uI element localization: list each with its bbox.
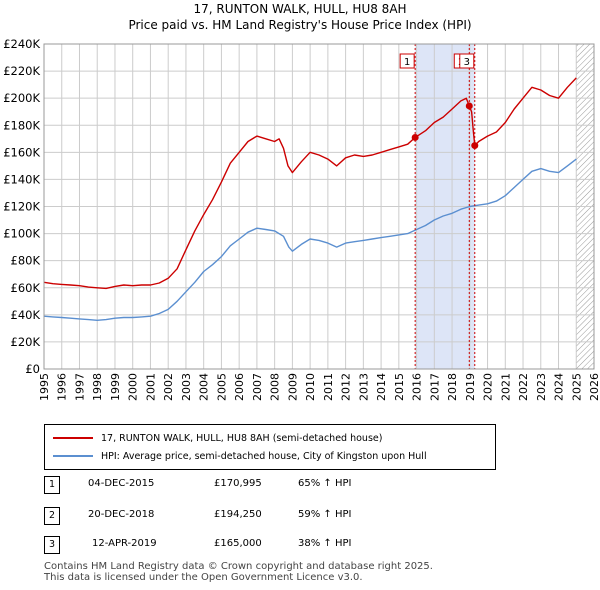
x-tick-label: 2011 [322,373,335,401]
legend-swatch-property [53,437,93,439]
x-tick-label: 2012 [340,373,353,401]
x-tick-label: 2007 [251,373,264,401]
transaction-price: £170,995 [214,478,262,489]
y-tick-label: £160K [3,145,40,159]
x-tick-label: 1995 [38,373,51,401]
chart-title-line2: Price paid vs. HM Land Registry's House … [128,18,472,32]
x-tick-label: 2024 [553,373,566,401]
transaction-point [411,133,419,141]
legend-label-hpi: HPI: Average price, semi-detached house,… [101,450,427,462]
y-tick-label: £40K [11,308,41,322]
y-tick-label: £200K [3,91,40,105]
x-tick-label: 2016 [411,373,424,401]
y-tick-label: £20K [11,335,41,349]
chart-legend: 17, RUNTON WALK, HULL, HU8 8AH (semi-det… [44,424,496,470]
transaction-hpi-change: 38% ↑ HPI [298,538,352,549]
y-tick-label: £0 [25,362,40,376]
x-tick-label: 2003 [180,373,193,401]
x-tick-label: 2000 [127,373,140,401]
x-tick-label: 2026 [588,373,600,401]
x-tick-label: 2015 [393,373,406,401]
transaction-label: 1 [404,57,410,68]
legend-item-property: 17, RUNTON WALK, HULL, HU8 8AH (semi-det… [53,431,382,445]
x-tick-label: 2009 [286,373,299,401]
x-tick-label: 2018 [446,373,459,401]
footer-line-1: Contains HM Land Registry data © Crown c… [44,561,433,572]
property-price-line [43,77,577,290]
y-tick-label: £60K [11,281,41,295]
transaction-price: £165,000 [214,538,262,549]
transaction-label-box [399,53,415,69]
x-tick-label: 2002 [162,373,175,401]
transaction-point [465,102,473,110]
x-tick-label: 1999 [109,373,122,401]
transaction-price: £194,250 [214,509,262,520]
legend-label-property: 17, RUNTON WALK, HULL, HU8 8AH (semi-det… [101,432,383,444]
x-tick-label: 2001 [144,373,157,401]
footer-attribution: Contains HM Land Registry data © Crown c… [44,561,433,583]
x-tick-label: 1998 [91,373,104,401]
hpi-line [43,158,577,321]
y-tick-label: £120K [3,200,40,214]
x-tick-label: 2014 [375,373,388,401]
x-tick-label: 1997 [73,373,86,401]
x-tick-label: 2022 [517,373,530,401]
x-tick-label: 2020 [482,373,495,401]
legend-item-hpi: HPI: Average price, semi-detached house,… [53,449,427,463]
plot-frame [43,43,595,370]
x-tick-label: 2005 [215,373,228,401]
x-tick-label: 2006 [233,373,246,401]
transaction-point [471,142,479,150]
price-chart: 123 £0£20K£40K£60K£80K£100K£120K£140K£16… [3,37,600,401]
transaction-hpi-change: 65% ↑ HPI [298,478,352,489]
legend-swatch-hpi [53,455,93,457]
y-tick-label: £180K [3,118,40,132]
x-tick-label: 2013 [357,373,370,401]
x-tick-label: 1996 [56,373,69,401]
x-tick-label: 2008 [269,373,282,401]
x-tick-label: 2019 [464,373,477,401]
transaction-label: 3 [464,57,470,68]
transaction-label-box [459,53,475,69]
y-tick-label: £240K [3,37,40,51]
y-tick-label: £220K [3,64,40,78]
y-tick-label: £100K [3,227,40,241]
transaction-date: 20-DEC-2018 [88,509,155,520]
y-tick-label: £140K [3,172,40,186]
x-tick-label: 2021 [499,373,512,401]
transaction-date: 04-DEC-2015 [88,478,155,489]
x-tick-label: 2010 [304,373,317,401]
transaction-number-badge: 1 [44,476,60,494]
x-tick-label: 2017 [428,373,441,401]
transaction-number-badge: 2 [44,507,60,525]
footer-line-2: This data is licensed under the Open Gov… [44,572,363,583]
x-tick-label: 2004 [198,373,211,401]
chart-title-line1: 17, RUNTON WALK, HULL, HU8 8AH [193,2,407,16]
transaction-number-badge: 3 [44,536,60,554]
y-tick-label: £80K [11,254,41,268]
transaction-hpi-change: 59% ↑ HPI [298,509,352,520]
x-tick-label: 2023 [535,373,548,401]
transaction-date: 12-APR-2019 [92,538,157,549]
x-tick-label: 2025 [570,373,583,401]
